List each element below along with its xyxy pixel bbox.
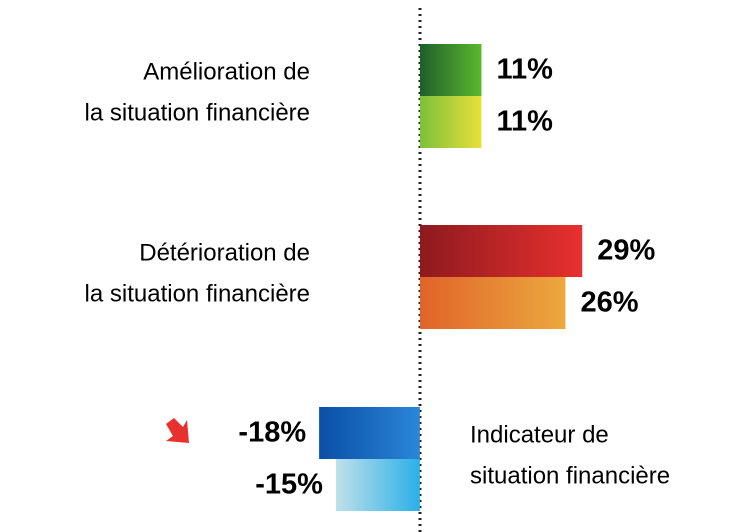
category-label: Détérioration de	[139, 239, 310, 266]
value-label: -18%	[238, 417, 306, 449]
value-label: 29%	[597, 235, 655, 267]
category-label: la situation financière	[85, 280, 310, 307]
category-label: Indicateur de	[470, 421, 609, 448]
bar	[419, 96, 482, 148]
category-label: situation financière	[470, 462, 670, 489]
category-label: Amélioration de	[143, 58, 310, 85]
value-label: 26%	[580, 287, 638, 319]
bar	[419, 44, 482, 96]
category-label: la situation financière	[85, 99, 310, 126]
trend-arrow-icon	[166, 418, 189, 443]
value-label: 11%	[496, 106, 553, 138]
bar	[319, 407, 420, 459]
bar	[335, 459, 420, 511]
value-label: -15%	[255, 469, 323, 501]
bar	[419, 225, 583, 277]
bar	[419, 277, 566, 329]
value-label: 11%	[496, 54, 553, 86]
